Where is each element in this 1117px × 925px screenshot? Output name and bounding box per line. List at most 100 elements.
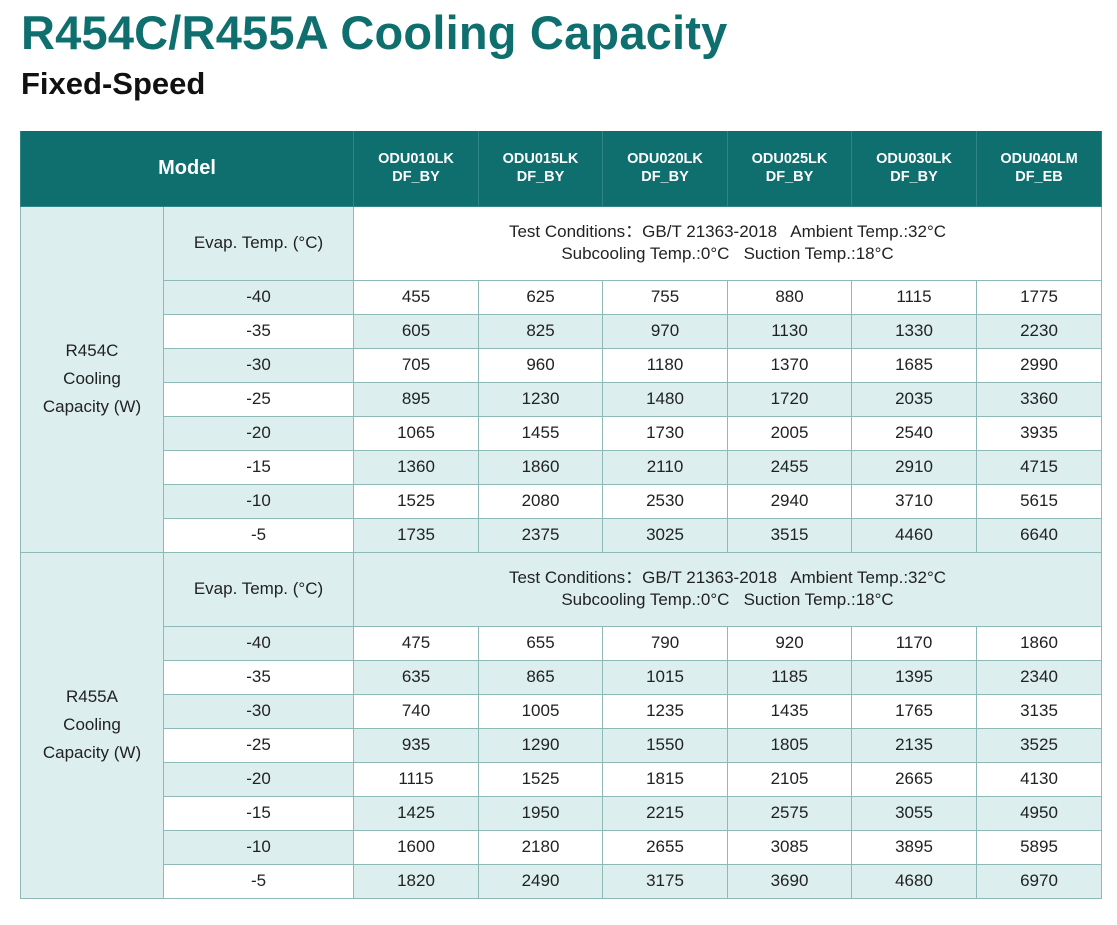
capacity-cell: 475: [353, 625, 479, 661]
model-suffix: DF_BY: [890, 169, 938, 186]
capacity-cell: 1435: [727, 693, 852, 729]
capacity-cell: 1600: [353, 829, 479, 865]
capacity-cell: 2005: [727, 415, 852, 451]
capacity-cell: 1065: [353, 415, 479, 451]
capacity-cell: 790: [602, 625, 728, 661]
capacity-cell: 880: [727, 279, 852, 315]
evap-temp-cell: -15: [163, 795, 354, 831]
test-conditions-line: Test Conditions：GB/T 21363-2018 Ambient …: [508, 568, 947, 587]
capacity-cell: 2180: [478, 829, 603, 865]
capacity-cell: 605: [353, 313, 479, 349]
capacity-cell: 3525: [976, 727, 1102, 763]
capacity-cell: 1290: [478, 727, 603, 763]
capacity-cell: 2375: [478, 517, 603, 553]
model-code: ODU020LK: [627, 151, 703, 168]
capacity-cell: 1805: [727, 727, 852, 763]
r454c-section: R454C Cooling Capacity (W) Evap. Temp. (…: [20, 205, 1102, 553]
capacity-cell: 1860: [976, 625, 1102, 661]
refrigerant-group-label: R454C Cooling Capacity (W): [20, 205, 164, 553]
capacity-cell: 3895: [851, 829, 977, 865]
capacity-cell: 1860: [478, 449, 603, 485]
model-suffix: DF_BY: [516, 169, 565, 186]
capacity-cell: 825: [478, 313, 603, 349]
capacity-cell: 635: [353, 659, 479, 695]
capacity-cell: 2990: [976, 347, 1102, 383]
capacity-cell: 2490: [478, 863, 603, 899]
r455a-section: R455A Cooling Capacity (W) Evap. Temp. (…: [20, 551, 1102, 899]
model-code: ODU040LM: [1000, 151, 1078, 168]
evap-temp-cell: -10: [163, 483, 354, 519]
evap-temp-cell: -30: [163, 693, 354, 729]
table-row: -5 1820 2490 3175 3690 4680 6970: [21, 863, 1102, 899]
test-conditions: Test Conditions：GB/T 21363-2018 Ambient …: [353, 205, 1102, 281]
capacity-cell: 5615: [976, 483, 1102, 519]
capacity-cell: 6640: [976, 517, 1102, 553]
evap-temp-cell: -30: [163, 347, 354, 383]
capacity-cell: 935: [353, 727, 479, 763]
model-code: ODU030LK: [876, 151, 952, 168]
capacity-cell: 4715: [976, 449, 1102, 485]
model-column-header: ODU015LK DF_BY: [478, 131, 603, 207]
table-row: -35 635 865 1015 1185 1395 2340: [21, 659, 1102, 695]
table-row: -20 1065 1455 1730 2005 2540 3935: [21, 415, 1102, 451]
table-row: -10 1525 2080 2530 2940 3710 5615: [21, 483, 1102, 519]
capacity-cell: 1525: [478, 761, 603, 797]
model-column-header: ODU040LM DF_EB: [976, 131, 1102, 207]
capacity-cell: 1235: [602, 693, 728, 729]
evap-temp-cell: -10: [163, 829, 354, 865]
capacity-cell: 960: [478, 347, 603, 383]
capacity-cell: 1360: [353, 449, 479, 485]
capacity-cell: 1395: [851, 659, 977, 695]
cooling-capacity-table: Model ODU010LK DF_BY ODU015LK DF_BY ODU020…: [20, 131, 1102, 899]
test-conditions-line: Subcooling Temp.:0°C Suction Temp.:18°C: [561, 244, 894, 263]
model-code: ODU025LK: [751, 151, 828, 168]
capacity-cell: 2665: [851, 761, 977, 797]
table-row: -15 1360 1860 2110 2455 2910 4715: [21, 449, 1102, 485]
capacity-cell: 1730: [602, 415, 728, 451]
capacity-cell: 2340: [976, 659, 1102, 695]
capacity-cell: 2575: [727, 795, 852, 831]
capacity-cell: 6970: [976, 863, 1102, 899]
capacity-cell: 1330: [851, 313, 977, 349]
capacity-cell: 2530: [602, 483, 728, 519]
capacity-cell: 3935: [976, 415, 1102, 451]
test-conditions-line: Test Conditions：GB/T 21363-2018 Ambient …: [508, 222, 947, 241]
test-conditions-row: R455A Cooling Capacity (W) Evap. Temp. (…: [20, 551, 1102, 899]
capacity-cell: 655: [478, 625, 603, 661]
capacity-cell: 3360: [976, 381, 1102, 417]
model-column-header: ODU020LK DF_BY: [602, 131, 728, 207]
evap-temp-header: Evap. Temp. (°C): [163, 551, 354, 627]
capacity-cell: 1005: [478, 693, 603, 729]
evap-temp-cell: -40: [163, 279, 354, 315]
capacity-cell: 1185: [727, 659, 852, 695]
evap-temp-cell: -25: [163, 381, 354, 417]
evap-temp-header: Evap. Temp. (°C): [163, 205, 354, 281]
capacity-cell: 4130: [976, 761, 1102, 797]
evap-temp-cell: -5: [163, 517, 354, 553]
table-row: -25 935 1290 1550 1805 2135 3525: [21, 727, 1102, 763]
capacity-cell: 5895: [976, 829, 1102, 865]
model-code: ODU010LK: [378, 151, 454, 168]
capacity-cell: 755: [602, 279, 728, 315]
capacity-cell: 3025: [602, 517, 728, 553]
capacity-cell: 625: [478, 279, 603, 315]
table-header-row: Model ODU010LK DF_BY ODU015LK DF_BY ODU020…: [20, 131, 1102, 207]
table-row: -40 455 625 755 880 1115 1775: [21, 279, 1102, 315]
capacity-cell: 2455: [727, 449, 852, 485]
capacity-cell: 1370: [727, 347, 852, 383]
group-label-line: Cooling: [63, 369, 121, 388]
capacity-cell: 1735: [353, 517, 479, 553]
table-row: -25 895 1230 1480 1720 2035 3360: [21, 381, 1102, 417]
capacity-cell: 970: [602, 313, 728, 349]
table-row: -15 1425 1950 2215 2575 3055 4950: [21, 795, 1102, 831]
capacity-cell: 2940: [727, 483, 852, 519]
evap-temp-cell: -35: [163, 313, 354, 349]
capacity-cell: 865: [478, 659, 603, 695]
capacity-cell: 1180: [602, 347, 728, 383]
capacity-cell: 1170: [851, 625, 977, 661]
capacity-cell: 2540: [851, 415, 977, 451]
model-header: Model: [20, 131, 354, 207]
capacity-cell: 3055: [851, 795, 977, 831]
capacity-cell: 895: [353, 381, 479, 417]
group-label-line: Capacity (W): [42, 397, 142, 416]
